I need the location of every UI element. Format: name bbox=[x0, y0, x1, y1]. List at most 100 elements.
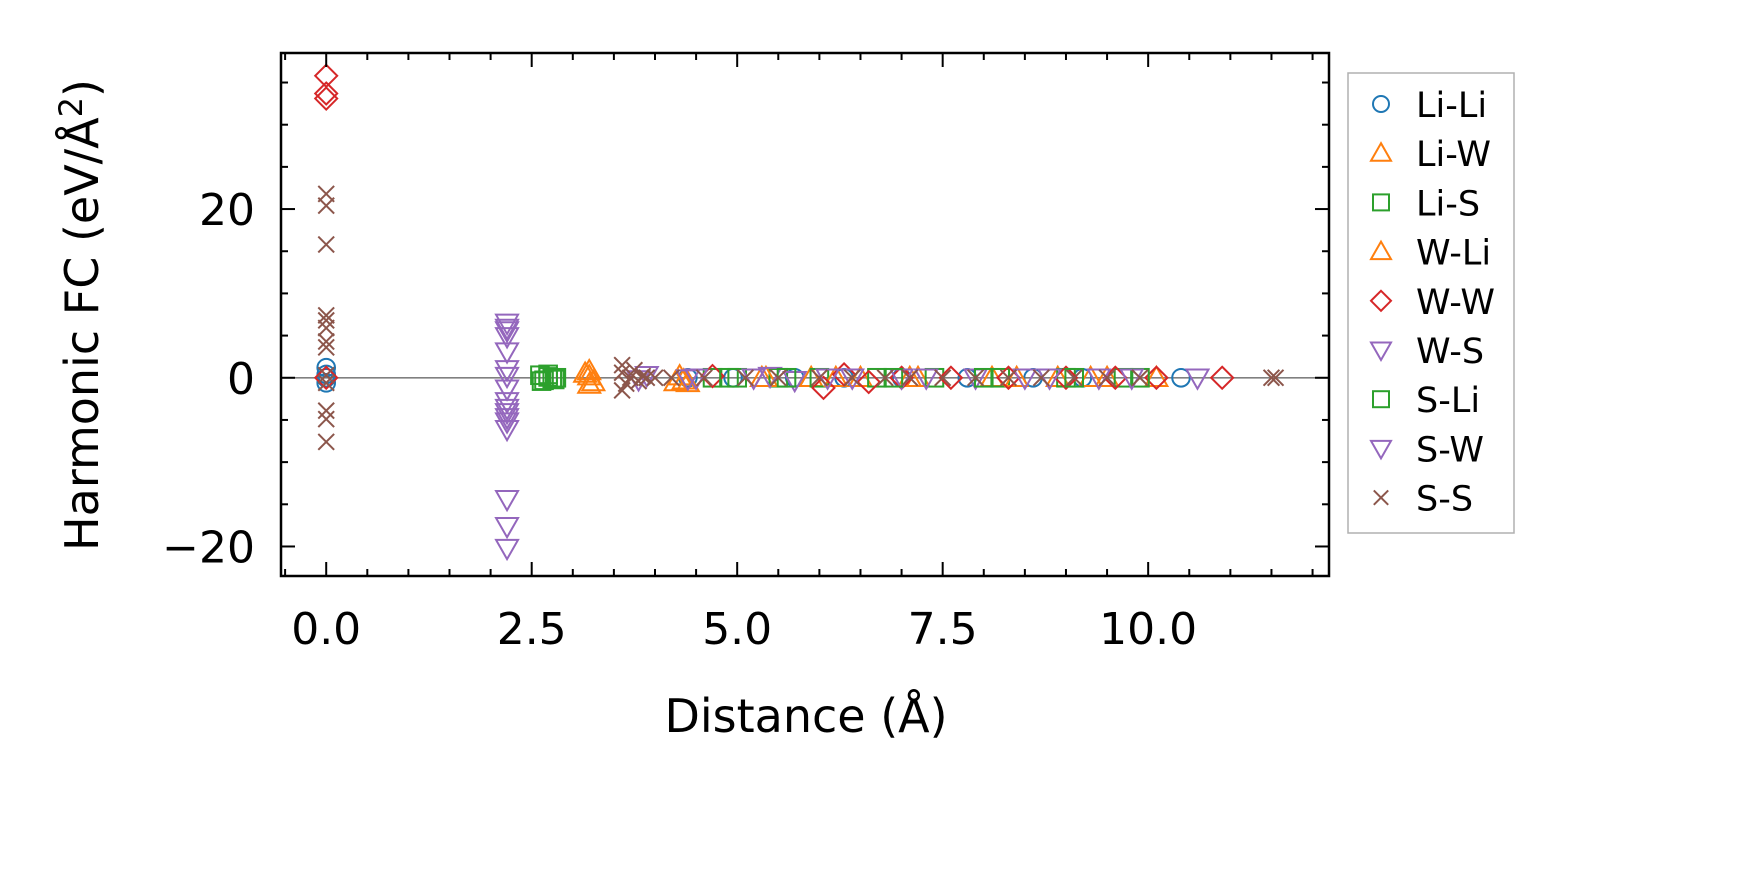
diamond-marker bbox=[831, 361, 857, 387]
legend-label: S-W bbox=[1416, 430, 1484, 470]
legend-label: S-S bbox=[1416, 480, 1473, 520]
x-tick-label: 7.5 bbox=[908, 604, 978, 655]
x-marker-stroke bbox=[736, 369, 755, 387]
triangle-down-marker bbox=[494, 489, 520, 513]
triangle-down-marker bbox=[494, 321, 520, 344]
x-marker-stroke bbox=[1373, 489, 1389, 506]
data-point bbox=[897, 364, 923, 388]
diamond-marker bbox=[313, 365, 339, 391]
data-point bbox=[494, 538, 520, 562]
data-point bbox=[313, 81, 339, 106]
x-tick-label: 2.5 bbox=[497, 604, 567, 655]
triangle-down-marker bbox=[494, 516, 520, 540]
series-s-s bbox=[317, 185, 1285, 451]
triangle-down-marker bbox=[757, 366, 783, 390]
x-marker-stroke bbox=[613, 356, 631, 374]
y-axis-label-superscript: 2 bbox=[52, 97, 90, 117]
x-marker-stroke bbox=[317, 319, 335, 337]
legend-marker bbox=[1369, 289, 1393, 313]
data-point bbox=[646, 369, 664, 387]
legend-marker bbox=[1373, 489, 1389, 506]
x-marker-stroke bbox=[901, 369, 919, 387]
data-point bbox=[1064, 367, 1084, 388]
data-point bbox=[1262, 369, 1281, 387]
x-tick-label: 5.0 bbox=[702, 604, 772, 655]
data-point bbox=[938, 365, 964, 391]
data-point bbox=[576, 371, 602, 394]
y-axis-label-end: ) bbox=[55, 79, 109, 97]
data-point bbox=[831, 361, 857, 387]
legend-marker bbox=[1372, 390, 1390, 409]
data-point bbox=[572, 360, 598, 383]
data-point bbox=[843, 369, 861, 387]
diamond-marker bbox=[313, 81, 339, 106]
data-point bbox=[494, 412, 520, 435]
data-point bbox=[1266, 369, 1285, 387]
triangle-down-marker bbox=[1369, 341, 1393, 363]
diamond-marker bbox=[1369, 289, 1393, 313]
legend-label: W-S bbox=[1416, 332, 1484, 372]
triangle-up-marker bbox=[1094, 364, 1120, 388]
data-point bbox=[317, 306, 335, 324]
triangle-down-marker bbox=[1184, 368, 1211, 391]
data-point bbox=[538, 364, 558, 385]
data-point bbox=[671, 367, 697, 390]
triangle-up-marker bbox=[1369, 141, 1393, 162]
y-axis-label-main: Harmonic FC (eV/Å bbox=[55, 117, 109, 551]
x-marker-stroke bbox=[613, 364, 631, 382]
data-point bbox=[1077, 364, 1104, 388]
diamond-marker bbox=[1209, 365, 1235, 391]
plot-area: 0.0 2.5 5.0 7.5 10.0 −20 0 20 bbox=[162, 51, 1331, 655]
legend: Li-Li Li-W Li-S W-Li W-W W-S S-Li S-W S-S bbox=[1347, 72, 1515, 534]
triangle-down-marker bbox=[1369, 439, 1393, 461]
x-marker-stroke bbox=[810, 369, 829, 387]
data-point bbox=[1171, 367, 1191, 388]
data-point bbox=[317, 366, 335, 384]
x-marker-stroke bbox=[966, 369, 985, 387]
circle-marker bbox=[1372, 95, 1390, 113]
data-point bbox=[494, 342, 520, 365]
data-point bbox=[856, 369, 882, 395]
x-marker-stroke bbox=[317, 235, 335, 254]
triangle-down-marker bbox=[494, 342, 520, 365]
data-point bbox=[317, 433, 335, 451]
x-marker-stroke bbox=[625, 361, 644, 379]
square-marker bbox=[719, 367, 739, 388]
data-point bbox=[999, 369, 1018, 387]
square-marker bbox=[544, 369, 565, 390]
data-point bbox=[494, 327, 520, 350]
data-points bbox=[313, 63, 1285, 562]
y-tick-label: −20 bbox=[162, 522, 255, 573]
data-point bbox=[695, 369, 713, 387]
x-marker-stroke bbox=[317, 410, 335, 428]
x-marker-stroke bbox=[876, 369, 894, 387]
data-point bbox=[719, 367, 739, 388]
x-marker-stroke bbox=[999, 369, 1018, 387]
data-point bbox=[1184, 368, 1211, 391]
data-point bbox=[494, 489, 520, 513]
data-point bbox=[810, 369, 829, 387]
data-point bbox=[544, 369, 565, 390]
triangle-up-marker bbox=[580, 368, 607, 392]
data-point bbox=[494, 392, 520, 415]
legend-item: W-S bbox=[1369, 332, 1484, 372]
data-point bbox=[1143, 364, 1170, 388]
data-point bbox=[613, 356, 631, 374]
legend-item: W-Li bbox=[1369, 234, 1491, 274]
x-marker-stroke bbox=[317, 338, 335, 357]
x-marker-stroke bbox=[934, 369, 952, 387]
legend-item: S-W bbox=[1369, 430, 1484, 470]
triangle-down-marker bbox=[494, 408, 520, 431]
data-point bbox=[662, 369, 681, 387]
triangle-down-marker bbox=[913, 368, 939, 391]
data-point bbox=[638, 369, 656, 387]
x-marker-stroke bbox=[646, 369, 664, 387]
data-point bbox=[934, 369, 952, 387]
data-point bbox=[913, 368, 939, 391]
triangle-down-marker bbox=[494, 412, 520, 435]
triangle-down-marker bbox=[675, 369, 701, 392]
triangle-down-marker bbox=[1012, 368, 1038, 391]
x-marker-stroke bbox=[317, 332, 335, 351]
x-axis-label: Distance (Å) bbox=[664, 689, 947, 743]
